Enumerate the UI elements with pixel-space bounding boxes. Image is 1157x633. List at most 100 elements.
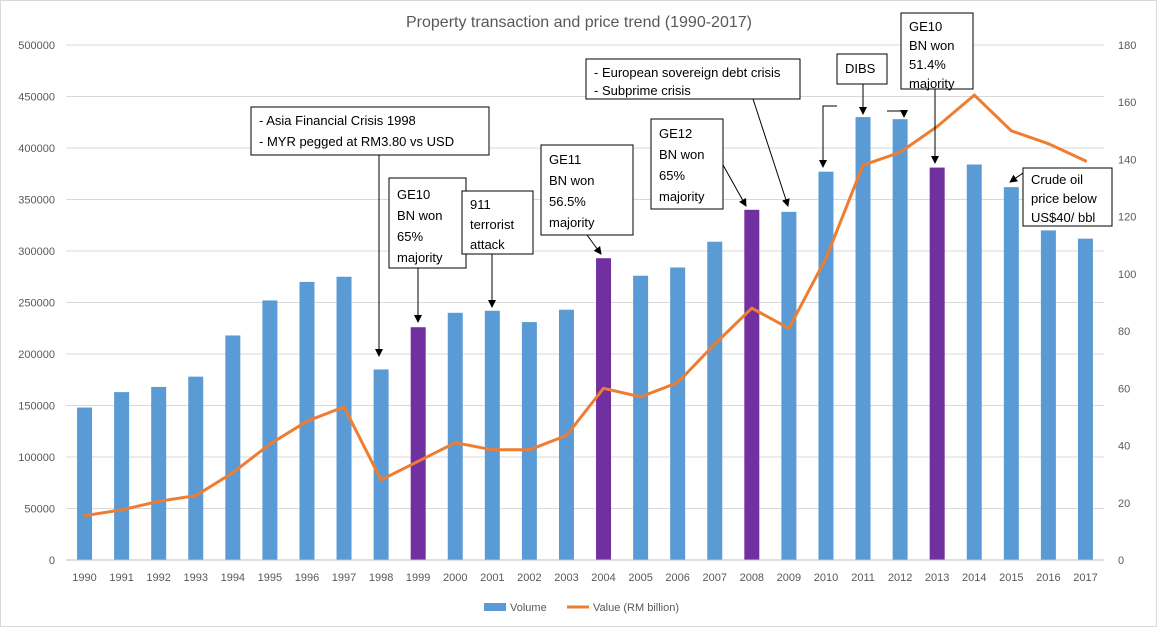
annotation-text: - MYR pegged at RM3.80 vs USD xyxy=(259,134,454,149)
annotation-text: attack xyxy=(470,237,505,252)
y-left-tick-label: 100000 xyxy=(18,452,55,464)
bar-volume-2016 xyxy=(1040,230,1056,560)
bar-volume-2017 xyxy=(1077,238,1093,560)
point-value-2008 xyxy=(750,306,754,310)
point-value-2001 xyxy=(490,448,494,452)
annotation-text: DIBS xyxy=(845,61,876,76)
y-right-tick-label: 20 xyxy=(1118,498,1130,510)
point-value-2013 xyxy=(935,125,939,129)
y-left-tick-label: 400000 xyxy=(18,143,55,155)
x-tick-label: 2007 xyxy=(703,572,727,584)
y-right-tick-label: 80 xyxy=(1118,326,1130,338)
x-tick-label: 2006 xyxy=(665,572,689,584)
y-left-tick-label: 0 xyxy=(49,555,55,567)
point-value-2004 xyxy=(602,386,606,390)
axes: 0 50000 100000 150000 200000 250000 300000 3500… xyxy=(18,40,1136,584)
annotations: - Asia Financial Crisis 1998 - MYR pegged… xyxy=(250,12,1113,357)
x-tick-label: 2002 xyxy=(517,572,541,584)
bar-volume-1993 xyxy=(188,376,204,560)
line-value xyxy=(83,93,1087,518)
annotation-box xyxy=(650,118,724,210)
annotation-box xyxy=(461,190,534,255)
annotation-text: BN won xyxy=(909,38,955,53)
annotation-text: GE11 xyxy=(549,152,581,167)
bar-volume-2012 xyxy=(892,119,908,560)
legend-swatch-volume xyxy=(484,603,506,611)
annotation-box xyxy=(1022,167,1113,227)
bar-volume-2014 xyxy=(966,164,982,561)
gridlines xyxy=(66,44,1104,509)
x-tick-label: 1998 xyxy=(369,572,393,584)
annotation-text: - European sovereign debt crisis xyxy=(594,65,781,80)
x-tick-label: 1990 xyxy=(72,572,96,584)
annotation-box xyxy=(250,106,490,156)
annotation-text: majority xyxy=(549,215,595,230)
point-value-1995 xyxy=(268,442,272,446)
chart-title: Property transaction and price trend (19… xyxy=(406,14,752,31)
x-tick-label: 2012 xyxy=(888,572,912,584)
point-value-1999 xyxy=(416,459,420,463)
bar-volume-2015 xyxy=(1003,187,1019,560)
x-tick-label: 2009 xyxy=(777,572,801,584)
point-value-1992 xyxy=(157,499,161,503)
y-left-tick-label: 150000 xyxy=(18,401,55,413)
y-left-tick-label: 200000 xyxy=(18,349,55,361)
y-left-tick-label: 450000 xyxy=(18,92,55,104)
point-value-2000 xyxy=(453,441,457,445)
x-tick-label: 2000 xyxy=(443,572,467,584)
x-tick-label: 2017 xyxy=(1073,572,1097,584)
bar-volume-1999 xyxy=(410,327,426,560)
legend: Volume Value (RM billion) xyxy=(484,602,679,614)
annotation-text: 56.5% xyxy=(549,194,586,209)
y-left-tick-label: 300000 xyxy=(18,246,55,258)
bar-volume-1998 xyxy=(373,369,389,560)
annotation-box xyxy=(900,12,974,90)
annotation-arrow xyxy=(819,105,837,168)
point-value-2006 xyxy=(676,381,680,385)
point-value-1996 xyxy=(305,419,309,423)
x-tick-label: 1993 xyxy=(184,572,208,584)
bar-series xyxy=(77,117,1093,561)
annotation-text: - Asia Financial Crisis 1998 xyxy=(259,113,416,128)
point-value-2010 xyxy=(824,256,828,260)
annotation-arrow xyxy=(586,234,602,255)
point-value-1993 xyxy=(194,494,198,498)
point-value-2009 xyxy=(787,326,791,330)
bar-volume-2002 xyxy=(521,322,537,560)
bar-volume-2005 xyxy=(633,275,649,560)
bar-volume-2013 xyxy=(929,167,945,560)
bar-volume-2007 xyxy=(707,241,723,561)
x-tick-label: 2014 xyxy=(962,572,986,584)
bar-volume-2001 xyxy=(484,310,500,560)
point-value-2011 xyxy=(861,163,865,167)
point-value-2015 xyxy=(1009,129,1013,133)
x-tick-label: 1994 xyxy=(221,572,245,584)
point-value-2012 xyxy=(898,150,902,154)
bar-volume-2011 xyxy=(855,117,871,560)
annotation-text: Crude oil xyxy=(1031,172,1083,187)
annotation-text: majority xyxy=(909,76,955,91)
annotation-text: - Subprime crisis xyxy=(594,83,691,98)
x-tick-label: 2004 xyxy=(591,572,615,584)
y-right-tick-label: 40 xyxy=(1118,441,1130,453)
bar-volume-2006 xyxy=(670,267,686,560)
x-tick-label: 2013 xyxy=(925,572,949,584)
y-left-tick-label: 50000 xyxy=(24,504,55,516)
x-tick-label: 1991 xyxy=(109,572,133,584)
point-value-1998 xyxy=(379,478,383,482)
bar-volume-1994 xyxy=(225,335,241,560)
point-value-1994 xyxy=(231,471,235,475)
y-left-tick-label: 250000 xyxy=(18,298,55,310)
line-series xyxy=(83,93,1087,518)
annotation-arrow xyxy=(1009,172,1024,183)
x-tick-label: 1997 xyxy=(332,572,356,584)
x-tick-label: 1999 xyxy=(406,572,430,584)
annotation-box xyxy=(836,53,888,85)
bar-volume-1992 xyxy=(151,386,167,560)
y-left-tick-label: 500000 xyxy=(18,40,55,52)
y-right-tick-label: 180 xyxy=(1118,40,1136,52)
x-tick-label: 2011 xyxy=(851,572,875,584)
x-tick-label: 2015 xyxy=(999,572,1023,584)
